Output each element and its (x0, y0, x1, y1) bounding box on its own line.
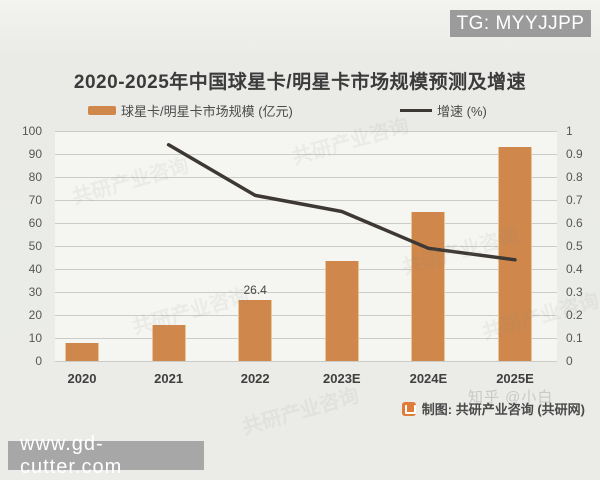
y-axis-right: 1 0.9 0.8 0.7 0.6 0.5 0.4 0.3 0.2 0.1 0 (564, 124, 598, 368)
gridline (55, 269, 557, 270)
source-note: 制图: 共研产业咨询 (共研网) (401, 399, 585, 418)
bar (65, 342, 99, 361)
x-axis-label: 2020 (67, 371, 97, 386)
y-axis-tick-left: 30 (28, 285, 42, 299)
y-axis-tick-left: 80 (28, 170, 42, 184)
bar-swatch-icon (88, 105, 116, 115)
y-axis-tick-right: 1 (566, 124, 573, 138)
zhihu-watermark: 知乎 @小白 (468, 389, 554, 406)
y-axis-tick-right: 0.2 (566, 308, 583, 322)
y-axis-tick-right: 0.8 (566, 170, 583, 184)
y-axis-tick-left: 50 (28, 239, 42, 253)
gridline (55, 246, 557, 247)
gridline (55, 200, 557, 201)
y-axis-tick-right: 0.6 (566, 216, 583, 230)
y-axis-tick-left: 40 (28, 262, 42, 276)
y-axis-tick-left: 10 (28, 331, 42, 345)
legend-label: 球星卡/明星卡市场规模 (亿元) (121, 103, 293, 119)
y-axis-tick-left: 0 (35, 354, 42, 368)
y-axis-tick-left: 60 (28, 216, 42, 230)
x-axis-label: 2025E (496, 371, 534, 386)
y-axis-tick-right: 0.4 (566, 262, 583, 276)
diagonal-watermark: 共研产业咨询 (239, 384, 362, 440)
y-axis-tick-right: 0 (566, 354, 573, 368)
y-axis-tick-right: 0.3 (566, 285, 583, 299)
y-axis-tick-right: 0.7 (566, 193, 583, 207)
growth-line (166, 143, 517, 262)
bar-value-label: 26.4 (243, 283, 267, 298)
bar (238, 300, 273, 361)
bar (151, 325, 186, 361)
x-axis-label: 2021 (154, 371, 184, 386)
y-axis-tick-right: 0.1 (566, 331, 583, 345)
x-axis: 2020 2021 2022 2023E 2024E 2025E (55, 370, 557, 388)
y-axis-tick-left: 100 (21, 124, 42, 138)
tg-contact-badge: TG: MYYJJPP (450, 10, 591, 37)
gridline (55, 338, 557, 339)
legend-item-growth: 增速 (%) (400, 102, 487, 119)
gridline (55, 361, 557, 362)
y-axis-tick-right: 0.9 (566, 147, 583, 161)
x-axis-label: 2023E (323, 371, 361, 386)
site-url-badge: www.gd-cutter.com (8, 433, 204, 478)
y-axis-tick-left: 90 (28, 147, 42, 161)
bar (324, 260, 359, 361)
plot-area: 26.4 (55, 131, 557, 362)
y-axis-left: 100 90 80 70 60 50 40 30 20 10 0 (0, 124, 48, 368)
source-label: 制图: 共研产业咨询 (共研网) (421, 402, 585, 417)
bar (498, 147, 532, 361)
gridline (55, 177, 557, 178)
y-axis-tick-right: 0.5 (566, 239, 583, 253)
chart-title: 2020-2025年中国球星卡/明星卡市场规模预测及增速 (73, 72, 527, 93)
line-swatch-icon (400, 108, 432, 112)
gridline (55, 223, 557, 224)
gridline (55, 131, 557, 132)
x-axis-label: 2024E (409, 371, 448, 386)
gongyan-logo-icon (401, 401, 416, 416)
bar (411, 211, 446, 361)
y-axis-tick-left: 20 (28, 308, 42, 322)
legend-item-market-size: 球星卡/明星卡市场规模 (亿元) (88, 102, 293, 119)
y-axis-tick-left: 70 (28, 193, 42, 207)
x-axis-label: 2022 (240, 371, 270, 386)
legend-label: 增速 (%) (437, 103, 487, 119)
gridline (55, 315, 557, 316)
gridline (55, 154, 557, 155)
gridline (55, 292, 557, 293)
